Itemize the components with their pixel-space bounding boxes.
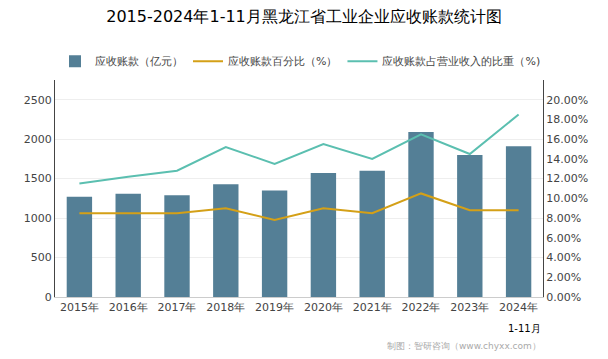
svg-text:2023年: 2023年 [450, 301, 489, 314]
svg-text:应收账款占营业收入的比重（%): 应收账款占营业收入的比重（%) [382, 55, 540, 68]
svg-text:2022年: 2022年 [402, 301, 441, 314]
svg-text:1000: 1000 [24, 212, 52, 225]
svg-text:4.00%: 4.00% [546, 251, 581, 264]
svg-text:应收账款百分比（%）: 应收账款百分比（%） [228, 55, 337, 68]
svg-text:8.00%: 8.00% [546, 212, 581, 225]
svg-text:10.00%: 10.00% [546, 192, 588, 205]
svg-text:14.00%: 14.00% [546, 153, 588, 166]
svg-text:0.00%: 0.00% [546, 291, 581, 304]
svg-text:2019年: 2019年 [255, 301, 294, 314]
svg-text:制图：智研咨询（www.chyxx.com）: 制图：智研咨询（www.chyxx.com） [387, 341, 541, 351]
svg-text:1500: 1500 [24, 172, 52, 185]
svg-text:500: 500 [31, 251, 52, 264]
svg-text:16.00%: 16.00% [546, 133, 588, 146]
svg-text:2018年: 2018年 [206, 301, 245, 314]
svg-text:2021年: 2021年 [353, 301, 392, 314]
svg-text:2015-2024年1-11月黑龙江省工业企业应收账款统计图: 2015-2024年1-11月黑龙江省工业企业应收账款统计图 [106, 7, 502, 26]
svg-text:20.00%: 20.00% [546, 94, 588, 107]
svg-text:6.00%: 6.00% [546, 232, 581, 245]
svg-text:2016年: 2016年 [109, 301, 148, 314]
svg-text:2020年: 2020年 [304, 301, 343, 314]
svg-text:2015年: 2015年 [60, 301, 99, 314]
svg-text:2017年: 2017年 [158, 301, 197, 314]
svg-text:2000: 2000 [24, 133, 52, 146]
svg-text:18.00%: 18.00% [546, 113, 588, 126]
svg-text:2.00%: 2.00% [546, 271, 581, 284]
svg-text:2500: 2500 [24, 94, 52, 107]
svg-text:12.00%: 12.00% [546, 172, 588, 185]
svg-text:1-11月: 1-11月 [508, 323, 541, 334]
svg-text:2024年: 2024年 [499, 301, 538, 314]
svg-text:0: 0 [45, 291, 52, 304]
svg-text:应收账款（亿元）: 应收账款（亿元） [95, 55, 183, 68]
